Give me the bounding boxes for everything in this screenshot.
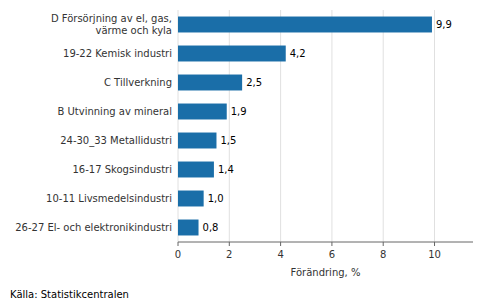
data-label: 9,9: [436, 19, 452, 30]
bar: [178, 104, 227, 120]
bar: [178, 220, 199, 236]
tick-label: 4: [277, 249, 283, 260]
data-label: 1,0: [208, 193, 224, 204]
grid-line: [434, 10, 435, 242]
data-label: 2,5: [246, 77, 262, 88]
category-label: 19-22 Kemisk industri: [63, 48, 172, 59]
data-label: 1,5: [220, 135, 236, 146]
grid-line: [178, 10, 179, 242]
data-label: 1,9: [231, 106, 247, 117]
category-label-line: 26-27 El- och elektronikindustri: [15, 222, 172, 233]
tick-mark: [383, 242, 384, 246]
x-axis-line: [178, 242, 473, 243]
category-label: D Försörjning av el, gas,värme och kyla: [51, 13, 172, 36]
tick-mark: [178, 242, 179, 246]
category-label-line: 19-22 Kemisk industri: [63, 48, 172, 59]
chart: 0 2 4 6 8 10 0,8 1,0 1,4 1,5 1,9 2,5 4,2 9,9 26-27 El-…: [0, 0, 493, 304]
category-label-line: 16-17 Skogsindustri: [72, 164, 172, 175]
tick-label: 10: [428, 249, 441, 260]
x-axis-label: Förändring, %: [291, 267, 361, 278]
grid-line: [280, 10, 281, 242]
category-label: 10-11 Livsmedelsindustri: [46, 193, 172, 204]
grid-line: [229, 10, 230, 242]
category-label-line: C Tillverkning: [104, 77, 172, 88]
data-label: 1,4: [218, 164, 234, 175]
bar: [178, 191, 204, 207]
tick-mark: [229, 242, 230, 246]
tick-label: 0: [175, 249, 181, 260]
tick-mark: [331, 242, 332, 246]
category-label-line: B Utvinning av mineral: [57, 106, 172, 117]
annotation: Källa: Statistikcentralen: [10, 289, 129, 300]
bar: [178, 133, 216, 149]
category-label: 26-27 El- och elektronikindustri: [15, 222, 172, 233]
category-label: 24-30_33 Metallidustri: [60, 135, 172, 147]
bar: [178, 17, 432, 33]
tick-label: 2: [226, 249, 232, 260]
bar: [178, 46, 286, 62]
category-label-line: D Försörjning av el, gas,: [51, 13, 172, 24]
tick-label: 6: [329, 249, 335, 260]
bar: [178, 75, 242, 91]
data-label: 0,8: [203, 222, 219, 233]
grid-line: [331, 10, 332, 242]
tick-mark: [280, 242, 281, 246]
category-label: B Utvinning av mineral: [57, 106, 172, 117]
category-label-line: 24-30_33 Metallidustri: [60, 135, 172, 147]
grid-line: [383, 10, 384, 242]
category-label-line: värme och kyla: [96, 25, 172, 36]
tick-label: 8: [380, 249, 386, 260]
category-label: 16-17 Skogsindustri: [72, 164, 172, 175]
category-label: C Tillverkning: [104, 77, 172, 88]
tick-mark: [434, 242, 435, 246]
bar: [178, 162, 214, 178]
data-label: 4,2: [290, 48, 306, 59]
category-label-line: 10-11 Livsmedelsindustri: [46, 193, 172, 204]
bars: [178, 17, 432, 236]
